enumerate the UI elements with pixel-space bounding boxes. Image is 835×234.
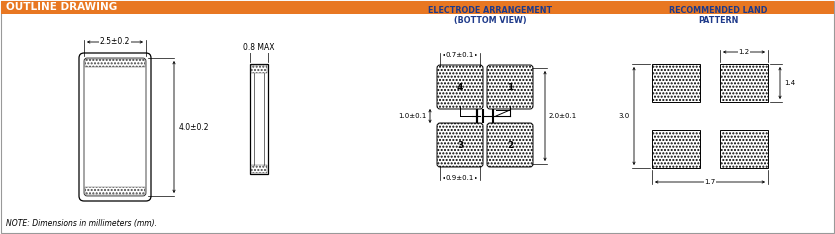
Text: 0.8 MAX: 0.8 MAX: [243, 44, 275, 52]
Text: 1.2: 1.2: [738, 49, 750, 55]
Text: 2.5±0.2: 2.5±0.2: [100, 37, 130, 47]
Text: 1: 1: [507, 83, 514, 91]
FancyBboxPatch shape: [84, 58, 146, 196]
Text: 1.4: 1.4: [784, 80, 796, 86]
Text: 2: 2: [507, 140, 514, 150]
Text: 2.0±0.1: 2.0±0.1: [549, 113, 577, 119]
Bar: [652, 130, 700, 168]
Text: 4: 4: [457, 83, 463, 91]
Bar: [1, 1, 834, 14]
Text: NOTE: Dimensions in millimeters (mm).: NOTE: Dimensions in millimeters (mm).: [6, 219, 157, 228]
Text: 3.0: 3.0: [619, 113, 630, 119]
Text: 3: 3: [457, 140, 463, 150]
Bar: [251, 165, 267, 173]
Bar: [720, 64, 768, 102]
Bar: [85, 59, 145, 67]
Text: RECOMMENDED LAND
PATTERN: RECOMMENDED LAND PATTERN: [669, 6, 767, 26]
Text: OUTLINE DRAWING: OUTLINE DRAWING: [6, 3, 117, 12]
Text: 0.9±0.1: 0.9±0.1: [446, 175, 474, 181]
Text: 1.0±0.1: 1.0±0.1: [397, 113, 426, 119]
Bar: [85, 187, 145, 195]
Text: ELECTRODE ARRANGEMENT
(BOTTOM VIEW): ELECTRODE ARRANGEMENT (BOTTOM VIEW): [428, 6, 552, 26]
Bar: [720, 130, 768, 168]
Bar: [251, 65, 267, 73]
FancyBboxPatch shape: [79, 53, 151, 201]
Text: 0.7±0.1: 0.7±0.1: [446, 52, 474, 58]
Text: 1.7: 1.7: [705, 179, 716, 185]
Text: 4.0±0.2: 4.0±0.2: [179, 123, 210, 132]
Bar: [652, 64, 700, 102]
Bar: [250, 64, 268, 174]
